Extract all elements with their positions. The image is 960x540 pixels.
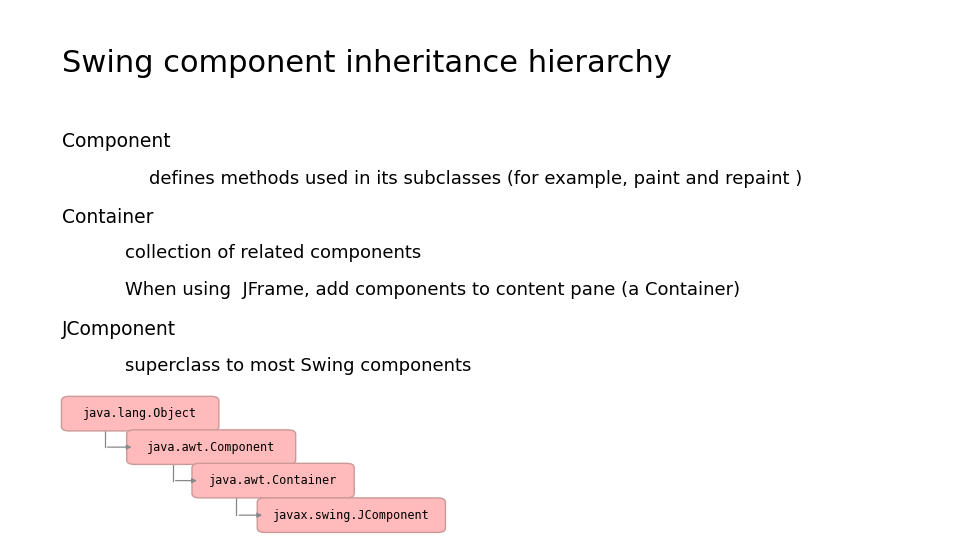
Text: java.awt.Component: java.awt.Component [147, 441, 276, 454]
Text: When using  JFrame, add components to content pane (a Container): When using JFrame, add components to con… [125, 281, 740, 299]
FancyBboxPatch shape [61, 396, 219, 431]
FancyBboxPatch shape [127, 430, 296, 464]
Text: Container: Container [62, 208, 154, 227]
Text: javax.swing.JComponent: javax.swing.JComponent [273, 509, 430, 522]
Text: Component: Component [62, 132, 171, 151]
FancyBboxPatch shape [192, 463, 354, 498]
Text: defines methods used in its subclasses (for example, paint and repaint ): defines methods used in its subclasses (… [149, 170, 802, 188]
Text: java.lang.Object: java.lang.Object [84, 407, 197, 420]
Text: JComponent: JComponent [62, 320, 177, 339]
FancyBboxPatch shape [257, 498, 445, 532]
Text: superclass to most Swing components: superclass to most Swing components [125, 357, 471, 375]
Text: java.awt.Container: java.awt.Container [209, 474, 337, 487]
Text: collection of related components: collection of related components [125, 244, 421, 262]
Text: Swing component inheritance hierarchy: Swing component inheritance hierarchy [62, 49, 672, 78]
